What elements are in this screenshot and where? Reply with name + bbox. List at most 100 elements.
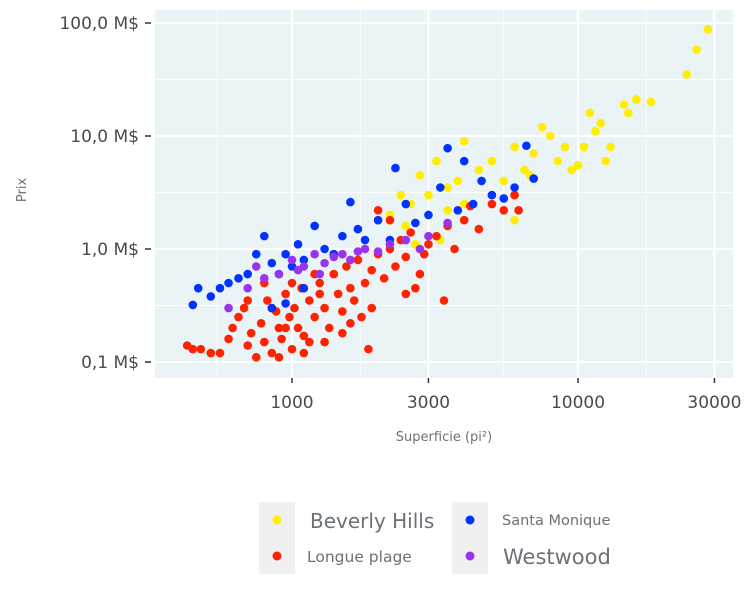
point-beverly-hills xyxy=(443,183,452,192)
point-longue-plage xyxy=(281,289,290,299)
point-westwood xyxy=(373,247,383,256)
point-longue-plage xyxy=(224,334,233,344)
point-beverly-hills xyxy=(619,100,629,109)
point-westwood xyxy=(251,262,261,271)
point-longue-plage xyxy=(263,296,272,305)
point-westwood xyxy=(310,249,319,259)
point-longue-plage xyxy=(256,319,266,328)
legend-marker-westwood xyxy=(465,551,475,561)
point-santa-monique xyxy=(310,221,319,231)
point-longue-plage xyxy=(299,331,309,341)
point-longue-plage xyxy=(411,283,420,293)
point-longue-plage xyxy=(391,262,400,271)
point-beverly-hills xyxy=(553,156,563,166)
point-longue-plage xyxy=(259,337,269,347)
point-longue-plage xyxy=(243,296,252,305)
point-beverly-hills xyxy=(443,206,452,215)
point-longue-plage xyxy=(401,289,411,299)
point-santa-monique xyxy=(411,218,420,228)
point-longue-plage xyxy=(353,255,363,265)
point-santa-monique xyxy=(468,199,478,209)
point-santa-monique xyxy=(338,231,347,241)
x-tick-label: 3000 xyxy=(407,393,450,413)
point-longue-plage xyxy=(305,337,314,347)
point-longue-plage xyxy=(320,337,329,347)
point-santa-monique xyxy=(251,249,261,259)
y-tick-label: 1,0 M$ xyxy=(81,240,139,260)
data-points xyxy=(182,24,713,362)
legend-key-bg xyxy=(452,502,488,574)
legend-marker-longue-plage xyxy=(272,551,282,561)
x-tick-label: 30000 xyxy=(687,393,741,413)
point-longue-plage xyxy=(281,323,290,333)
point-longue-plage xyxy=(487,199,497,209)
point-santa-monique xyxy=(510,183,519,192)
point-beverly-hills xyxy=(596,118,605,128)
point-longue-plage xyxy=(346,283,355,293)
point-westwood xyxy=(287,255,297,265)
point-santa-monique xyxy=(499,194,509,203)
y-axis-title: Prix xyxy=(15,178,30,203)
point-longue-plage xyxy=(360,278,370,288)
point-longue-plage xyxy=(228,323,237,333)
point-westwood xyxy=(424,231,433,241)
point-westwood xyxy=(274,269,284,279)
point-santa-monique xyxy=(267,258,277,268)
point-santa-monique xyxy=(193,283,203,293)
point-westwood xyxy=(385,240,395,249)
point-beverly-hills xyxy=(591,127,600,136)
point-westwood xyxy=(353,247,363,256)
legend-marker-santa-monique xyxy=(465,515,475,525)
point-longue-plage xyxy=(406,228,415,237)
point-longue-plage xyxy=(401,252,411,262)
point-santa-monique xyxy=(373,215,383,225)
point-longue-plage xyxy=(367,265,377,275)
point-santa-monique xyxy=(346,197,355,207)
point-westwood xyxy=(443,218,452,228)
point-longue-plage xyxy=(305,296,314,305)
point-santa-monique xyxy=(424,210,433,220)
point-santa-monique xyxy=(293,240,303,249)
legend-label-westwood: Westwood xyxy=(503,545,611,569)
point-santa-monique xyxy=(281,299,290,308)
x-axis-ticks: 1000 3000 10000 30000 xyxy=(270,378,742,413)
point-beverly-hills xyxy=(396,190,406,200)
point-santa-monique xyxy=(522,141,531,151)
point-longue-plage xyxy=(364,344,373,354)
point-longue-plage xyxy=(315,278,325,288)
point-santa-monique xyxy=(487,190,497,200)
point-longue-plage xyxy=(310,312,319,322)
point-longue-plage xyxy=(514,206,523,215)
point-longue-plage xyxy=(342,262,351,271)
point-longue-plage xyxy=(324,323,334,333)
point-beverly-hills xyxy=(682,70,692,79)
point-santa-monique xyxy=(435,183,445,192)
point-longue-plage xyxy=(287,344,297,354)
legend-key-bg xyxy=(259,502,295,574)
point-beverly-hills xyxy=(606,142,615,152)
point-beverly-hills xyxy=(499,176,509,186)
point-longue-plage xyxy=(293,323,303,333)
point-beverly-hills xyxy=(453,176,463,186)
point-westwood xyxy=(293,265,303,275)
point-santa-monique xyxy=(391,163,400,173)
point-westwood xyxy=(259,274,269,283)
point-beverly-hills xyxy=(646,97,656,107)
point-longue-plage xyxy=(333,289,343,299)
legend-label-longue-plage: Longue plage xyxy=(307,548,412,566)
point-beverly-hills xyxy=(487,156,497,166)
point-beverly-hills xyxy=(560,142,570,152)
point-santa-monique xyxy=(188,300,198,310)
point-beverly-hills xyxy=(624,108,633,118)
point-longue-plage xyxy=(206,348,216,358)
point-longue-plage xyxy=(320,303,329,313)
point-santa-monique xyxy=(215,283,225,293)
point-longue-plage xyxy=(267,348,277,358)
point-longue-plage xyxy=(315,289,325,299)
point-beverly-hills xyxy=(510,215,519,225)
point-beverly-hills xyxy=(401,221,411,231)
point-beverly-hills xyxy=(520,165,529,175)
point-santa-monique xyxy=(281,249,290,259)
point-longue-plage xyxy=(373,206,383,215)
point-santa-monique xyxy=(453,206,463,215)
